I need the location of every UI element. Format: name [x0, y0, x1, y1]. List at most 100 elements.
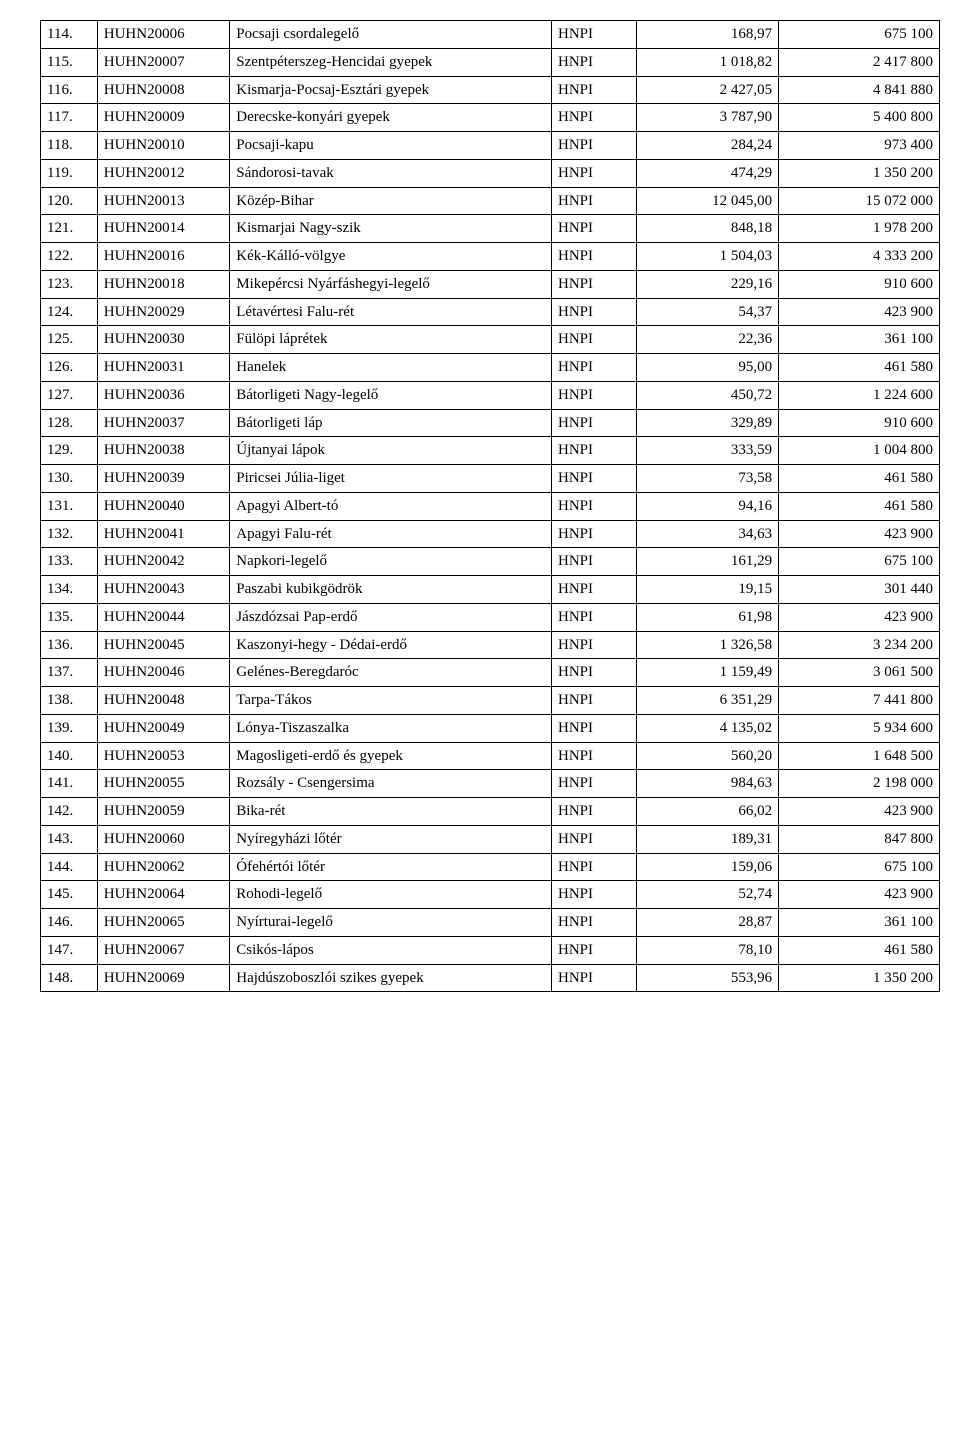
cell-value2: 461 580	[779, 354, 940, 382]
cell-org: HNPI	[552, 936, 637, 964]
cell-value1: 450,72	[637, 381, 779, 409]
table-row: 132.HUHN20041Apagyi Falu-rétHNPI34,63423…	[41, 520, 940, 548]
cell-value2: 1 224 600	[779, 381, 940, 409]
cell-index: 146.	[41, 909, 98, 937]
cell-index: 144.	[41, 853, 98, 881]
cell-org: HNPI	[552, 409, 637, 437]
cell-org: HNPI	[552, 659, 637, 687]
cell-value1: 61,98	[637, 603, 779, 631]
table-row: 142.HUHN20059Bika-rétHNPI66,02423 900	[41, 798, 940, 826]
cell-org: HNPI	[552, 381, 637, 409]
cell-code: HUHN20029	[97, 298, 229, 326]
cell-value1: 94,16	[637, 492, 779, 520]
cell-code: HUHN20039	[97, 465, 229, 493]
cell-org: HNPI	[552, 354, 637, 382]
table-row: 117.HUHN20009Derecske-konyári gyepekHNPI…	[41, 104, 940, 132]
cell-code: HUHN20014	[97, 215, 229, 243]
cell-code: HUHN20016	[97, 243, 229, 271]
cell-code: HUHN20037	[97, 409, 229, 437]
cell-code: HUHN20048	[97, 687, 229, 715]
table-row: 116.HUHN20008Kismarja-Pocsaj-Esztári gye…	[41, 76, 940, 104]
cell-value2: 675 100	[779, 548, 940, 576]
table-row: 121.HUHN20014Kismarjai Nagy-szikHNPI848,…	[41, 215, 940, 243]
cell-org: HNPI	[552, 465, 637, 493]
cell-value2: 5 400 800	[779, 104, 940, 132]
cell-value2: 7 441 800	[779, 687, 940, 715]
cell-org: HNPI	[552, 881, 637, 909]
cell-org: HNPI	[552, 326, 637, 354]
cell-index: 122.	[41, 243, 98, 271]
cell-value1: 73,58	[637, 465, 779, 493]
cell-name: Magosligeti-erdő és gyepek	[230, 742, 552, 770]
cell-index: 131.	[41, 492, 98, 520]
cell-index: 125.	[41, 326, 98, 354]
cell-code: HUHN20040	[97, 492, 229, 520]
cell-org: HNPI	[552, 520, 637, 548]
cell-index: 120.	[41, 187, 98, 215]
cell-org: HNPI	[552, 132, 637, 160]
cell-name: Újtanyai lápok	[230, 437, 552, 465]
cell-value1: 159,06	[637, 853, 779, 881]
cell-name: Nyíregyházi lőtér	[230, 825, 552, 853]
table-row: 143.HUHN20060Nyíregyházi lőtérHNPI189,31…	[41, 825, 940, 853]
table-row: 128.HUHN20037Bátorligeti lápHNPI329,8991…	[41, 409, 940, 437]
cell-index: 128.	[41, 409, 98, 437]
table-row: 139.HUHN20049Lónya-TiszaszalkaHNPI4 135,…	[41, 714, 940, 742]
cell-value1: 161,29	[637, 548, 779, 576]
cell-name: Jászdózsai Pap-erdő	[230, 603, 552, 631]
cell-index: 147.	[41, 936, 98, 964]
cell-value2: 675 100	[779, 21, 940, 49]
table-row: 141.HUHN20055Rozsály - CsengersimaHNPI98…	[41, 770, 940, 798]
cell-name: Sándorosi-tavak	[230, 159, 552, 187]
table-row: 115.HUHN20007Szentpéterszeg-Hencidai gye…	[41, 48, 940, 76]
cell-value2: 675 100	[779, 853, 940, 881]
cell-index: 130.	[41, 465, 98, 493]
cell-name: Hajdúszoboszlói szikes gyepek	[230, 964, 552, 992]
cell-org: HNPI	[552, 104, 637, 132]
cell-name: Tarpa-Tákos	[230, 687, 552, 715]
table-row: 123.HUHN20018Mikepércsi Nyárfáshegyi-leg…	[41, 270, 940, 298]
cell-code: HUHN20006	[97, 21, 229, 49]
cell-name: Piricsei Júlia-liget	[230, 465, 552, 493]
cell-value2: 910 600	[779, 409, 940, 437]
cell-index: 124.	[41, 298, 98, 326]
table-row: 131.HUHN20040Apagyi Albert-tóHNPI94,1646…	[41, 492, 940, 520]
cell-value2: 423 900	[779, 298, 940, 326]
cell-name: Gelénes-Beregdaróc	[230, 659, 552, 687]
cell-index: 139.	[41, 714, 98, 742]
cell-value1: 333,59	[637, 437, 779, 465]
cell-name: Apagyi Falu-rét	[230, 520, 552, 548]
cell-value1: 1 018,82	[637, 48, 779, 76]
cell-org: HNPI	[552, 687, 637, 715]
table-row: 133.HUHN20042Napkori-legelőHNPI161,29675…	[41, 548, 940, 576]
table-row: 129.HUHN20038Újtanyai lápokHNPI333,591 0…	[41, 437, 940, 465]
data-table: 114.HUHN20006Pocsaji csordalegelőHNPI168…	[40, 20, 940, 992]
cell-index: 126.	[41, 354, 98, 382]
cell-value2: 973 400	[779, 132, 940, 160]
cell-index: 119.	[41, 159, 98, 187]
cell-value1: 168,97	[637, 21, 779, 49]
cell-value1: 553,96	[637, 964, 779, 992]
cell-org: HNPI	[552, 243, 637, 271]
cell-value2: 461 580	[779, 465, 940, 493]
cell-org: HNPI	[552, 187, 637, 215]
cell-org: HNPI	[552, 825, 637, 853]
cell-value2: 2 417 800	[779, 48, 940, 76]
cell-code: HUHN20067	[97, 936, 229, 964]
table-row: 146.HUHN20065Nyírturai-legelőHNPI28,8736…	[41, 909, 940, 937]
table-row: 138.HUHN20048Tarpa-TákosHNPI6 351,297 44…	[41, 687, 940, 715]
cell-value1: 3 787,90	[637, 104, 779, 132]
cell-code: HUHN20007	[97, 48, 229, 76]
cell-org: HNPI	[552, 853, 637, 881]
cell-value1: 22,36	[637, 326, 779, 354]
table-row: 124.HUHN20029Létavértesi Falu-rétHNPI54,…	[41, 298, 940, 326]
cell-value1: 52,74	[637, 881, 779, 909]
cell-org: HNPI	[552, 437, 637, 465]
cell-value1: 1 326,58	[637, 631, 779, 659]
cell-name: Bátorligeti láp	[230, 409, 552, 437]
cell-code: HUHN20043	[97, 576, 229, 604]
cell-value2: 1 350 200	[779, 964, 940, 992]
cell-value1: 229,16	[637, 270, 779, 298]
cell-value2: 1 004 800	[779, 437, 940, 465]
cell-name: Paszabi kubikgödrök	[230, 576, 552, 604]
